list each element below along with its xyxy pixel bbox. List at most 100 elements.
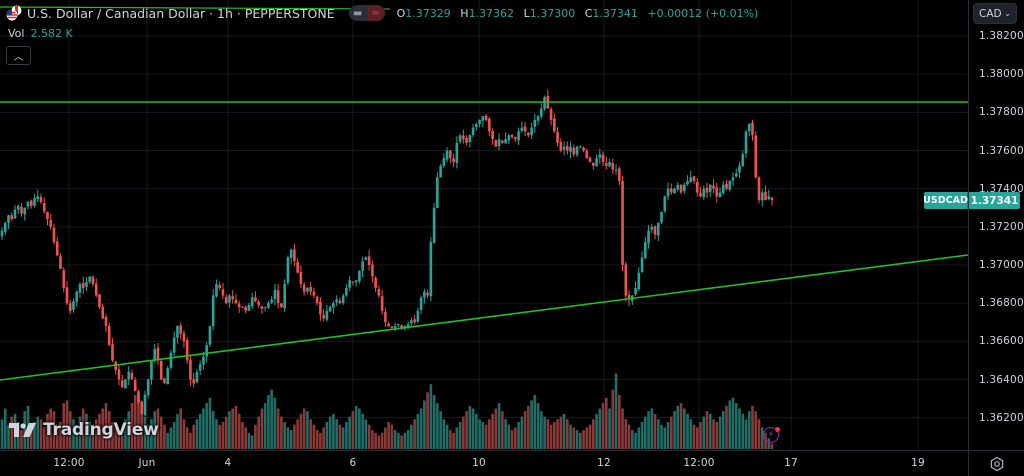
volume-bar bbox=[150, 419, 153, 449]
volume-bar bbox=[449, 430, 452, 449]
volume-bar bbox=[546, 419, 550, 449]
candle bbox=[198, 364, 202, 371]
time-axis[interactable]: 12:00 Jun 4 6 10 12 12:00 17 19 bbox=[0, 450, 968, 476]
open-label: O bbox=[396, 6, 406, 20]
close-value: 1.37341 bbox=[592, 6, 638, 20]
candle bbox=[364, 257, 368, 261]
candle bbox=[36, 196, 40, 200]
top-drawn-line bbox=[0, 6, 391, 10]
candle bbox=[23, 207, 27, 215]
volume-bar bbox=[585, 427, 589, 449]
volume-bar bbox=[72, 419, 75, 449]
volume-bar bbox=[325, 422, 329, 449]
volume-bar bbox=[94, 419, 98, 449]
candle bbox=[536, 116, 540, 121]
volume-bar bbox=[159, 416, 163, 449]
volume-bar bbox=[562, 413, 566, 449]
candle bbox=[400, 325, 403, 328]
candle bbox=[491, 131, 494, 140]
time-tick-label: 10 bbox=[472, 457, 486, 469]
volume-bar bbox=[549, 424, 553, 449]
volume-bar bbox=[20, 430, 23, 449]
volume-bar bbox=[669, 416, 673, 449]
chart-settings-button[interactable] bbox=[968, 450, 1024, 476]
volume-value: 2.582 K bbox=[30, 27, 73, 40]
volume-bar bbox=[656, 419, 660, 449]
volume-legend[interactable]: Vol 2.582 K bbox=[8, 27, 73, 40]
candle bbox=[601, 154, 605, 162]
volume-bar bbox=[384, 427, 387, 449]
price-tick-label: 1.37400 bbox=[979, 182, 1024, 195]
candle bbox=[124, 379, 127, 389]
price-axis[interactable]: 1.38200 1.38000 1.37800 1.37600 1.37400 1.372… bbox=[968, 0, 1024, 450]
symbol-legend[interactable]: U.S. Dollar / Canadian Dollar · 1h · PEP… bbox=[6, 5, 764, 21]
volume-bar bbox=[338, 424, 342, 449]
volume-bar bbox=[725, 405, 728, 449]
volume-bar bbox=[504, 419, 507, 449]
candle bbox=[501, 140, 504, 143]
volume-bar bbox=[497, 403, 501, 449]
candle bbox=[241, 306, 244, 308]
volume-bar bbox=[286, 427, 290, 449]
symbol-title[interactable]: U.S. Dollar / Canadian Dollar · 1h · PEP… bbox=[27, 5, 335, 21]
candle bbox=[718, 192, 722, 198]
candle bbox=[10, 215, 14, 220]
volume-bar bbox=[566, 419, 569, 449]
lightning-alert-icon[interactable]: ⚡ bbox=[763, 427, 779, 443]
candle bbox=[306, 287, 309, 292]
candle bbox=[351, 281, 355, 283]
volume-bar bbox=[68, 411, 72, 449]
volume-bar bbox=[484, 424, 488, 449]
volume-bar bbox=[712, 419, 715, 449]
volume-bar bbox=[244, 427, 247, 449]
price-chart-plot[interactable] bbox=[0, 0, 968, 450]
volume-bar bbox=[468, 405, 472, 449]
volume-bar bbox=[403, 432, 407, 449]
time-tick-label: 17 bbox=[784, 457, 798, 469]
candle bbox=[653, 226, 657, 235]
volume-bar bbox=[462, 416, 465, 449]
volume-bar bbox=[614, 373, 618, 449]
volume-bar bbox=[767, 438, 771, 449]
candle bbox=[338, 300, 342, 304]
indicator-toggle-pill[interactable]: ▬ ≈ bbox=[348, 5, 385, 21]
volume-bar bbox=[760, 427, 764, 449]
volume-bar bbox=[478, 419, 481, 449]
approx-wave-icon[interactable]: ≈ bbox=[366, 5, 385, 21]
candle bbox=[689, 177, 693, 183]
collapse-legend-button[interactable]: ︿ bbox=[6, 46, 31, 65]
tradingview-logo[interactable]: TradingView bbox=[9, 420, 159, 440]
candle bbox=[39, 197, 43, 203]
candle bbox=[276, 290, 280, 304]
candle bbox=[91, 276, 95, 285]
volume-bar bbox=[416, 413, 420, 449]
candle bbox=[692, 176, 696, 182]
candle bbox=[734, 173, 738, 177]
volume-bar bbox=[273, 397, 277, 449]
volume-bar bbox=[133, 395, 137, 449]
volume-bar bbox=[101, 408, 105, 449]
candle bbox=[562, 146, 566, 150]
volume-bar bbox=[455, 427, 459, 449]
candle bbox=[432, 207, 436, 243]
candle bbox=[319, 301, 322, 315]
volume-bar bbox=[523, 411, 527, 449]
volume-bar bbox=[36, 416, 40, 449]
minus-icon[interactable]: ▬ bbox=[348, 5, 367, 21]
candle bbox=[208, 326, 212, 345]
volume-bar bbox=[182, 419, 186, 449]
currency-select-button[interactable]: CAD ⌄ bbox=[973, 3, 1017, 24]
candle bbox=[598, 154, 602, 158]
volume-bar bbox=[708, 413, 712, 449]
candle bbox=[81, 283, 85, 288]
volume-bar bbox=[166, 432, 169, 449]
candle bbox=[270, 299, 273, 303]
price-tick-label: 1.36600 bbox=[979, 335, 1024, 348]
candle bbox=[59, 256, 62, 269]
candle bbox=[189, 359, 192, 380]
candle bbox=[384, 311, 387, 323]
volume-bar bbox=[744, 419, 748, 449]
time-tick-label: Jun bbox=[138, 457, 156, 469]
volume-bar bbox=[114, 424, 118, 449]
